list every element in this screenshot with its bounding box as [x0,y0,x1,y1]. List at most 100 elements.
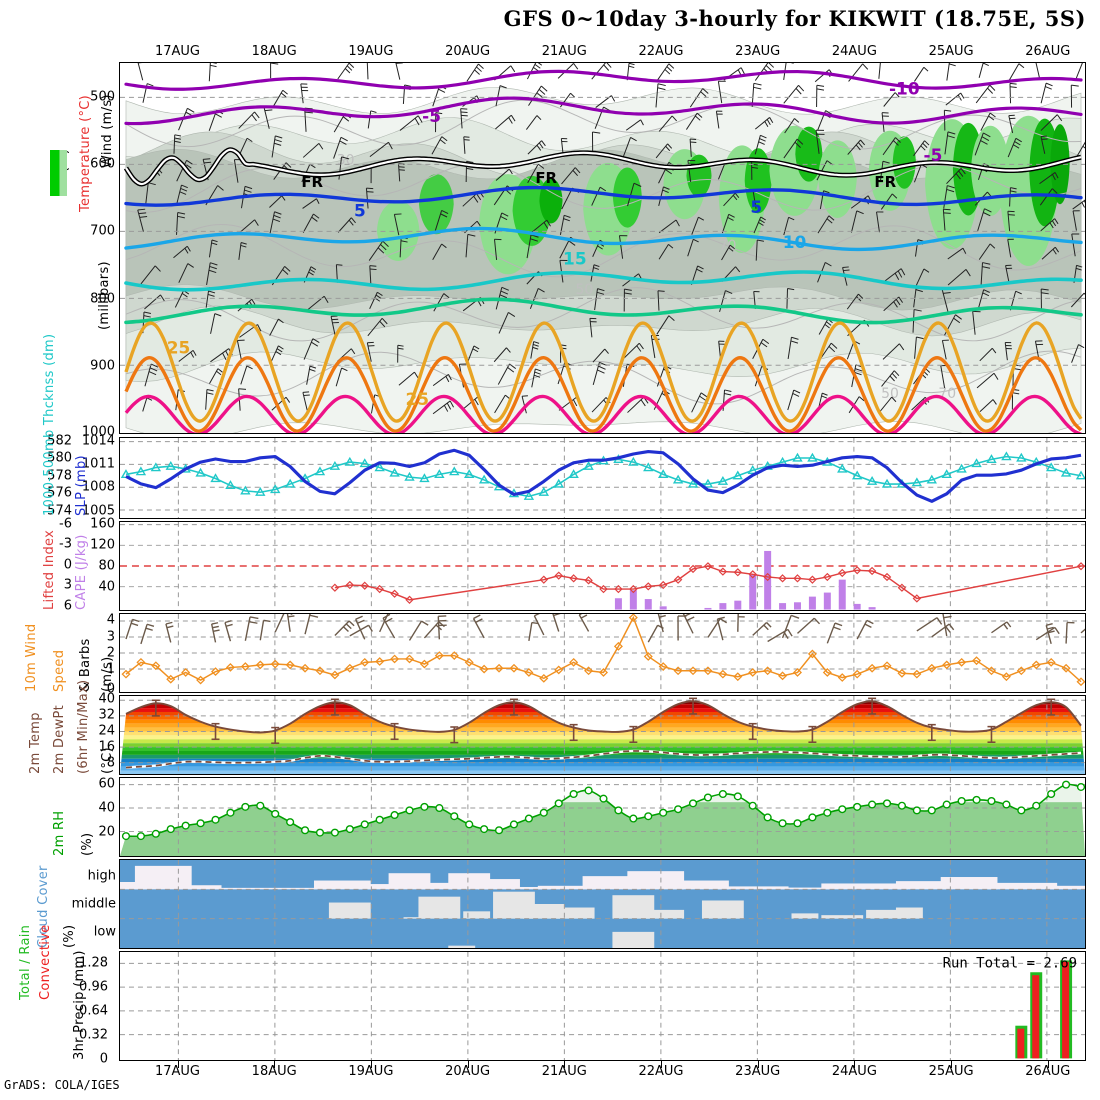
ytick-slp-1: 1011 [81,456,115,472]
x-label-26aug-bottom: 26AUG [1025,1064,1071,1079]
label-minmax: (6hr Min/Max) [76,679,91,774]
svg-text:25: 25 [405,389,429,409]
ytick-temp-1: 32 [98,707,115,723]
x-label-26aug-top: 26AUG [1025,44,1071,59]
yticks-rh: 60 40 20 [59,776,115,857]
label-wind: Wind (m/s) [100,94,115,168]
x-label-17aug-bottom: 17AUG [154,1064,201,1079]
label-precip: 3hr Precip (mm) [72,950,87,1060]
ytick-thickness-0: 582 [47,433,72,449]
label-degc: (°C) [100,747,115,774]
ytick-precip-0: 1.28 [79,955,108,971]
x-label-18aug-top: 18AUG [251,44,297,59]
rh-legend-swatch [50,150,67,196]
yticks-precip: 1.28 0.96 0.64 0.32 0 [52,951,108,1067]
x-label-21aug-top: 21AUG [541,44,587,59]
ytick-pressure-2: 700 [90,223,115,239]
ytick-pressure-4: 900 [90,358,115,374]
ytick-cloud-0: high [87,868,116,884]
label-cloud-pct: (%) [62,924,77,948]
x-label-19aug-top: 19AUG [348,44,394,59]
yticks-cloud: high middle low [30,859,116,949]
yticks-lifted-index: -6 -3 0 3 6 [34,516,72,614]
grads-credit: GrADS: COLA/IGES [4,1078,120,1092]
ytick-pressure-3: 800 [90,291,115,307]
run-total-text: Run Total = 2.69 [943,956,1077,972]
x-label-22aug-bottom: 22AUG [638,1064,684,1079]
svg-text:25: 25 [167,337,191,357]
ytick-li-0: -6 [59,516,72,532]
ytick-temp-0: 40 [98,691,115,707]
ytick-li-3: 3 [63,577,72,593]
x-label-18aug-bottom: 18AUG [251,1064,297,1079]
ytick-li-2: 0 [63,557,72,573]
ytick-li-4: 6 [63,598,72,614]
page-title: GFS 0~10day 3-hourly for KIKWIT (18.75E,… [503,6,1086,31]
ytick-cape-2: 80 [98,558,115,574]
ytick-wind-2: 2 [106,645,115,661]
ytick-slp-0: 1014 [81,433,115,449]
ytick-rh-1: 40 [98,800,115,816]
ytick-wind-3: 1 [106,661,115,677]
label-temperature: Temperature (°C) [78,94,93,212]
label-ms: (m/s) [100,656,115,692]
panel-cloud-cover [119,859,1086,949]
label-2m-rh: 2m RH [52,810,67,856]
ytick-wind-0: 4 [106,612,115,628]
x-label-25aug-bottom: 25AUG [928,1064,974,1079]
x-axis-tickmarks [0,1061,1100,1068]
x-label-21aug-bottom: 21AUG [541,1064,587,1079]
svg-text:70: 70 [719,238,737,254]
svg-text:-10: -10 [889,78,920,98]
ytick-rh-0: 60 [98,776,115,792]
panel-wind-speed [119,613,1086,693]
x-label-23aug-bottom: 23AUG [735,1064,781,1079]
ytick-cloud-1: middle [71,896,116,912]
svg-text:30: 30 [337,153,355,169]
panel-slp-thickness [119,437,1086,519]
yticks-slp: 1014 1011 1008 1005 [59,433,115,519]
yticks-temperature: 40 32 24 16 8 [59,691,115,775]
label-total-rain: Total / Rain [18,924,33,1000]
label-lifted-index: Lifted Index [42,529,57,610]
panel-temperature [119,695,1086,775]
label-2m-temp: 2m Temp [28,712,43,774]
svg-text:FR: FR [535,169,557,187]
ytick-temp-2: 24 [98,723,115,739]
svg-text:FR: FR [301,173,323,191]
ytick-wind-4: 0 [106,681,115,697]
label-convective: Convective [38,924,53,1000]
ytick-thickness-1: 580 [47,450,72,466]
label-thickness: 1000-500mb Thcknss (dm) [42,333,57,516]
panel-precipitation: Run Total = 2.69 [119,951,1086,1061]
yticks-thickness: 582 580 578 576 574 [22,433,72,519]
label-2m-dewpt: 2m DewPt [52,704,67,774]
svg-text:FR: FR [874,173,896,191]
ytick-cape-3: 40 [98,579,115,595]
ytick-cape-0: 160 [90,516,115,532]
ytick-li-1: -3 [59,536,72,552]
ytick-temp-3: 16 [98,739,115,755]
label-pct: (%) [80,832,95,856]
ytick-precip-2: 0.64 [79,1003,108,1019]
svg-text:5: 5 [750,197,762,217]
ytick-rh-2: 20 [98,824,115,840]
svg-text:10: 10 [783,232,807,252]
label-pressure-units: (millibars) [97,261,112,330]
yticks-upper-air: 500 600 700 800 900 1000 [59,62,115,440]
ytick-cape-1: 120 [90,537,115,553]
label-slp: SLP (mb) [74,455,89,516]
panel-cape-li [119,521,1086,611]
panel-relative-humidity [119,777,1086,857]
x-label-22aug-top: 22AUG [638,44,684,59]
ytick-wind-1: 3 [106,629,115,645]
ytick-temp-4: 8 [106,755,115,771]
ytick-cloud-2: low [93,924,116,940]
x-label-20aug-bottom: 20AUG [445,1064,491,1079]
yticks-cape: 160 120 80 40 [59,516,115,611]
ytick-precip-4: 0 [99,1051,108,1067]
x-axis-labels-top: 17AUG 18AUG 19AUG 20AUG 21AUG 22AUG 23AUG 24AUG… [0,44,1100,62]
label-wind-10m: 10m Wind [24,623,39,692]
x-label-23aug-top: 23AUG [735,44,781,59]
